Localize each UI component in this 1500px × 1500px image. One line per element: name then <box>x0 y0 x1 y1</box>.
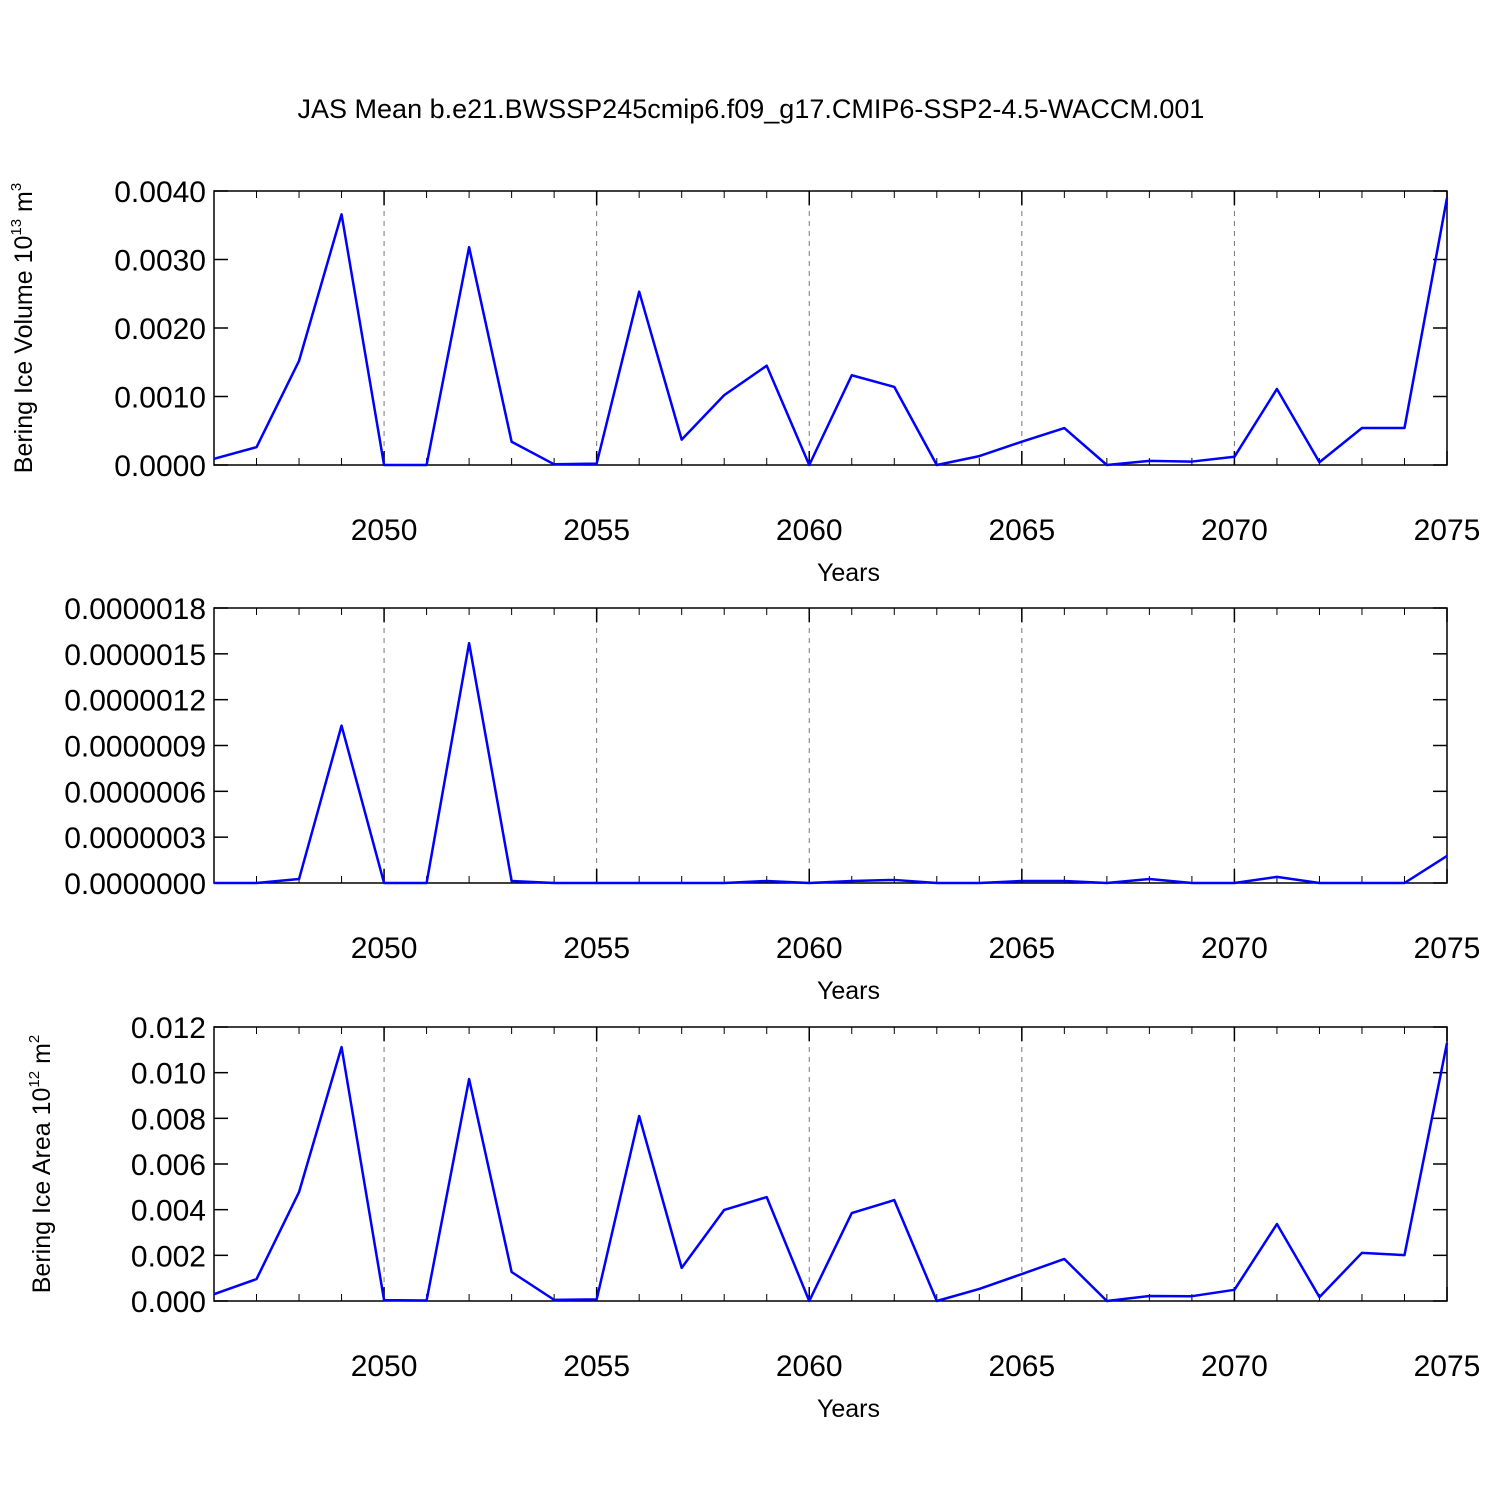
data-line <box>214 641 1448 885</box>
x-tick-label: 2055 <box>563 932 630 965</box>
x-tick-label: 2050 <box>351 1350 418 1383</box>
y-tick-label: 0.0000009 <box>64 731 206 764</box>
y-tick-label: 0.0000018 <box>64 593 206 626</box>
x-tick-label: 2050 <box>351 932 418 965</box>
x-tick-label: 2065 <box>988 514 1055 547</box>
y-tick-label: 0.008 <box>131 1103 206 1136</box>
y-label-text: m <box>10 191 38 219</box>
y-tick-label: 0.0010 <box>114 382 206 415</box>
x-tick-label: 2070 <box>1201 1350 1268 1383</box>
y-label-superscript: 13 <box>8 219 25 236</box>
y-tick-label: 0.010 <box>131 1058 206 1091</box>
x-tick-label: 2065 <box>988 1350 1055 1383</box>
y-tick-label: 0.0000012 <box>64 685 206 718</box>
x-tick-label: 2070 <box>1201 514 1268 547</box>
y-tick-label: 0.002 <box>131 1240 206 1273</box>
x-tick-label: 2050 <box>351 514 418 547</box>
y-tick-label: 0.0040 <box>114 176 206 209</box>
x-tick-label: 2055 <box>563 1350 630 1383</box>
x-tick-label: 2060 <box>776 932 843 965</box>
x-tick-label: 2075 <box>1414 932 1481 965</box>
y-tick-label: 0.0020 <box>114 313 206 346</box>
x-tick-label: 2055 <box>563 514 630 547</box>
y-label-superscript: 2 <box>26 1035 43 1043</box>
y-label-superscript: 3 <box>8 183 25 191</box>
y-tick-label: 0.0000006 <box>64 776 206 809</box>
y-tick-label: 0.0000003 <box>64 822 206 855</box>
y-tick-label: 0.0000 <box>114 450 206 483</box>
x-tick-label: 2065 <box>988 932 1055 965</box>
y-axis-label: Bering Ice Area 1012 m2 <box>26 1035 56 1294</box>
x-axis-label: Years <box>817 1395 880 1423</box>
plot-frame <box>213 1026 1448 1302</box>
y-tick-label: 0.0030 <box>114 245 206 278</box>
y-label-text: Bering Ice Area 10 <box>28 1088 56 1294</box>
y-label-text: m <box>28 1043 56 1071</box>
x-tick-label: 2060 <box>776 514 843 547</box>
y-tick-label: 0.004 <box>131 1195 206 1228</box>
data-line <box>213 197 1449 467</box>
x-tick-label: 2075 <box>1414 1350 1481 1383</box>
y-tick-label: 0.0000000 <box>64 868 206 901</box>
y-tick-label: 0.006 <box>131 1149 206 1182</box>
data-line <box>213 1042 1449 1303</box>
y-tick-label: 0.012 <box>131 1012 206 1045</box>
x-axis-label: Years <box>817 977 880 1005</box>
plot-frame <box>213 607 1448 884</box>
y-label-text: Bering Ice Volume 10 <box>10 236 38 474</box>
plot-frame <box>213 190 1448 466</box>
x-tick-label: 2060 <box>776 1350 843 1383</box>
y-label-superscript: 12 <box>26 1071 43 1088</box>
x-tick-label: 2075 <box>1414 514 1481 547</box>
y-tick-label: 0.000 <box>131 1286 206 1319</box>
chart-title: JAS Mean b.e21.BWSSP245cmip6.f09_g17.CMI… <box>298 94 1205 124</box>
y-axis-label: Bering Ice Volume 1013 m3 <box>8 183 38 473</box>
y-tick-label: 0.0000015 <box>64 639 206 672</box>
x-tick-label: 2070 <box>1201 932 1268 965</box>
x-axis-label: Years <box>817 559 880 587</box>
